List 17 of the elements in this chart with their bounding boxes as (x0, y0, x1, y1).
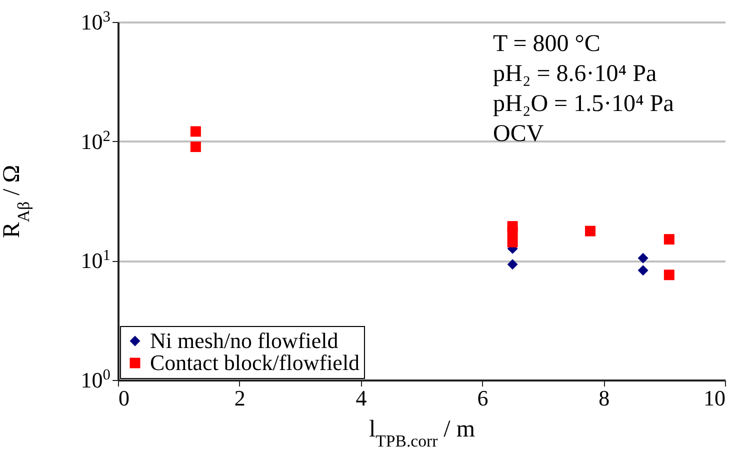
annotation: pH₂O = 1.5·10⁴ Pa (493, 91, 674, 117)
x-tick-label: 10 (704, 386, 726, 410)
y-tick-label: 10$^{0}$ (80, 366, 111, 392)
x-tick-label: 0 (118, 386, 130, 410)
annotation: T = 800 °C (493, 31, 600, 57)
x-axis-title: l$_{TPB.corr}$ / m (368, 416, 476, 450)
x-tick-label: 8 (598, 386, 610, 410)
x-tick-label: 6 (477, 386, 488, 410)
annotation: OCV (493, 121, 544, 147)
x-tick-label: 2 (234, 386, 246, 410)
legend-label: Ni mesh/no flowfield (150, 328, 338, 353)
y-tick-label: 10$^{2}$ (80, 127, 110, 154)
y-tick-label: 10$^{1}$ (80, 246, 110, 274)
annotation: pH₂ = 8.6·10⁴ Pa (493, 61, 657, 87)
x-tick-label: 4 (356, 386, 367, 410)
legend-label: Contact block/flowfield (150, 350, 360, 375)
y-tick-label: 10$^{3}$ (80, 8, 111, 34)
